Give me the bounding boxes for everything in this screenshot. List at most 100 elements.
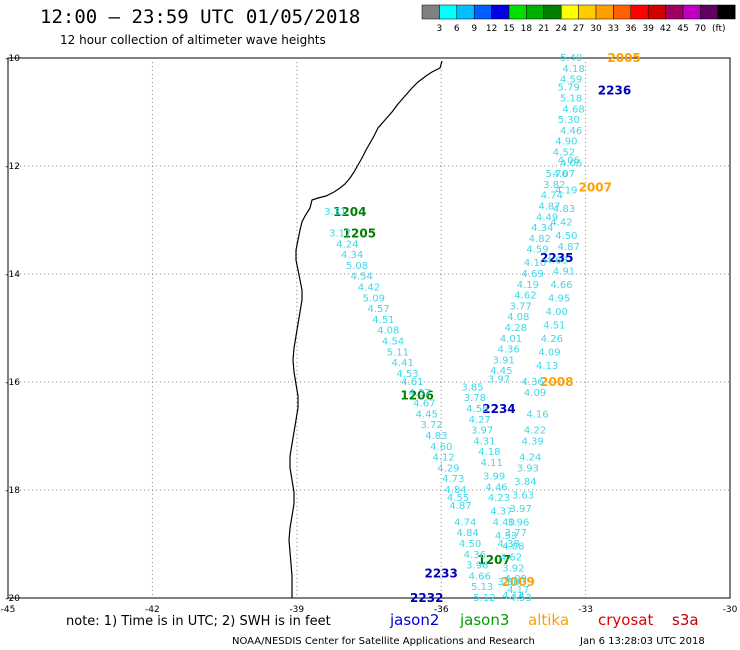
satellite-name-altika: altika	[528, 611, 569, 629]
legend-label: 27	[573, 24, 584, 34]
wave-height-value: 4.46	[560, 126, 582, 137]
wave-height-value: 4.36	[497, 345, 519, 356]
wave-height-value: 5.09	[363, 293, 385, 304]
pass-time-label: 2232	[410, 591, 443, 605]
wave-height-value: 4.68	[562, 104, 584, 115]
page-title: 12:00 – 23:59 UTC 01/05/2018	[40, 6, 361, 28]
wave-height-value: 4.28	[505, 323, 527, 334]
wave-height-value: 4.40	[493, 517, 515, 528]
wave-height-value: 3.99	[483, 472, 505, 483]
pass-time-label: 2008	[540, 375, 573, 389]
wave-height-value: 4.59	[560, 75, 582, 86]
wave-height-value: 4.52	[553, 148, 575, 159]
wave-height-value: 4.38	[497, 539, 519, 550]
wave-height-value: 4.50	[555, 231, 577, 242]
legend-label: 30	[590, 24, 602, 34]
pass-time-label: 2233	[424, 567, 457, 581]
wave-height-value: 4.10	[524, 258, 546, 269]
coastline	[288, 60, 443, 598]
wave-height-value: 4.09	[505, 574, 527, 585]
wave-height-value: 4.11	[481, 458, 503, 469]
wave-height-value: 4.22	[524, 426, 546, 437]
legend-label: 33	[608, 24, 619, 34]
wave-height-value: 4.27	[469, 415, 491, 426]
legend-label: 36	[625, 24, 637, 34]
lat-tick-label: -14	[5, 270, 20, 280]
color-legend: 3 6 9 12 15 18 21 24 27 30 33 36 39 42 45 70	[421, 4, 736, 34]
wave-height-value: 4.01	[500, 334, 522, 345]
legend-swatch	[526, 4, 545, 20]
legend-unit: (ft)	[712, 24, 726, 34]
wave-height-value: 4.06	[560, 158, 582, 169]
wave-height-value: 5.12	[473, 593, 495, 604]
wave-height-value: 5.08	[346, 261, 368, 272]
wave-height-value: 4.09	[524, 388, 546, 399]
lon-tick-label: -42	[145, 605, 160, 615]
satellite-name-jason2: jason2	[389, 611, 439, 629]
wave-height-value: 4.60	[430, 442, 452, 453]
wave-height-value: 4.36	[464, 550, 486, 561]
wave-height-value: 4.62	[514, 291, 536, 302]
wave-height-value: 5.18	[560, 94, 582, 105]
pass-time-label: 2236	[598, 83, 631, 97]
wave-height-value: 4.59	[526, 245, 548, 256]
wave-height-value: 3.92	[502, 563, 524, 574]
wave-height-value: 4.53	[509, 593, 531, 604]
wave-height-value: 4.24	[519, 453, 541, 464]
legend-swatch	[682, 4, 701, 20]
legend-label: 6	[454, 24, 460, 34]
wave-height-value: 3.78	[464, 393, 486, 404]
wave-height-value: 4.54	[382, 337, 404, 348]
wave-height-value: 3.85	[461, 382, 483, 393]
legend-label: 3	[437, 24, 443, 34]
wave-height-value: 3.91	[493, 355, 515, 366]
lat-tick-label: -20	[5, 594, 20, 604]
legend-swatch	[543, 4, 562, 20]
wave-height-value: 4.23	[488, 493, 510, 504]
pass-labels: 2005 2236 2007 1204 1205 2235 2008 1206 2234 1207…	[333, 51, 641, 605]
wave-height-value: 3.63	[512, 490, 534, 501]
wave-height-value: 4.53	[396, 369, 418, 380]
legend-swatch	[578, 4, 597, 20]
legend-swatch	[421, 4, 440, 20]
lon-tick-label: -45	[1, 605, 16, 615]
wave-height-value: 4.66	[469, 571, 491, 582]
wave-height-value: 4.82	[529, 234, 551, 245]
legend-swatch	[439, 4, 458, 20]
lat-tick-label: -12	[5, 162, 20, 172]
wave-height-value: 4.74	[454, 517, 476, 528]
legend-label: 42	[660, 24, 671, 34]
wave-height-value: 5.40	[560, 53, 582, 64]
wave-height-value: 4.26	[541, 334, 563, 345]
wave-height-value: 4.50	[459, 539, 481, 550]
wave-height-value: 5.11	[387, 347, 409, 358]
wave-height-value: 4.12	[432, 453, 454, 464]
wave-height-value: 4.18	[562, 64, 584, 75]
pass-time-label: 2235	[540, 251, 573, 265]
credit-source: NOAA/NESDIS Center for Satellite Applica…	[232, 636, 535, 647]
legend-label: 39	[642, 24, 654, 34]
wave-values: 3.313.174.244.345.084.544.425.094.574.51…	[324, 53, 585, 604]
wave-height-value: 5.13	[471, 582, 493, 593]
wave-height-value: 3.97	[488, 374, 510, 385]
wave-height-value: 3.96	[507, 517, 529, 528]
wave-height-value: 4.13	[536, 361, 558, 372]
wave-height-value: 4.83	[425, 431, 447, 442]
wave-height-value: 4.08	[502, 542, 524, 553]
legend-label: 9	[471, 24, 477, 34]
wave-height-value: 4.06	[558, 156, 580, 167]
wave-height-value: 4.91	[553, 266, 575, 277]
wave-height-value: 3.84	[514, 477, 536, 488]
pass-time-label: 2005	[607, 51, 640, 65]
wave-height-value: 4.09	[538, 347, 560, 358]
plot-frame	[7, 57, 731, 599]
wave-height-value: 4.45	[416, 409, 438, 420]
lat-tick-label: -10	[5, 54, 20, 64]
legend-swatch	[630, 4, 649, 20]
wave-height-value: 4.24	[336, 239, 358, 250]
wave-height-value: 4.87	[538, 202, 560, 213]
wave-height-value: 3.93	[517, 463, 539, 474]
legend-swatch	[473, 4, 492, 20]
wave-height-value: 4.37	[408, 388, 430, 399]
legend-swatch	[595, 4, 614, 20]
